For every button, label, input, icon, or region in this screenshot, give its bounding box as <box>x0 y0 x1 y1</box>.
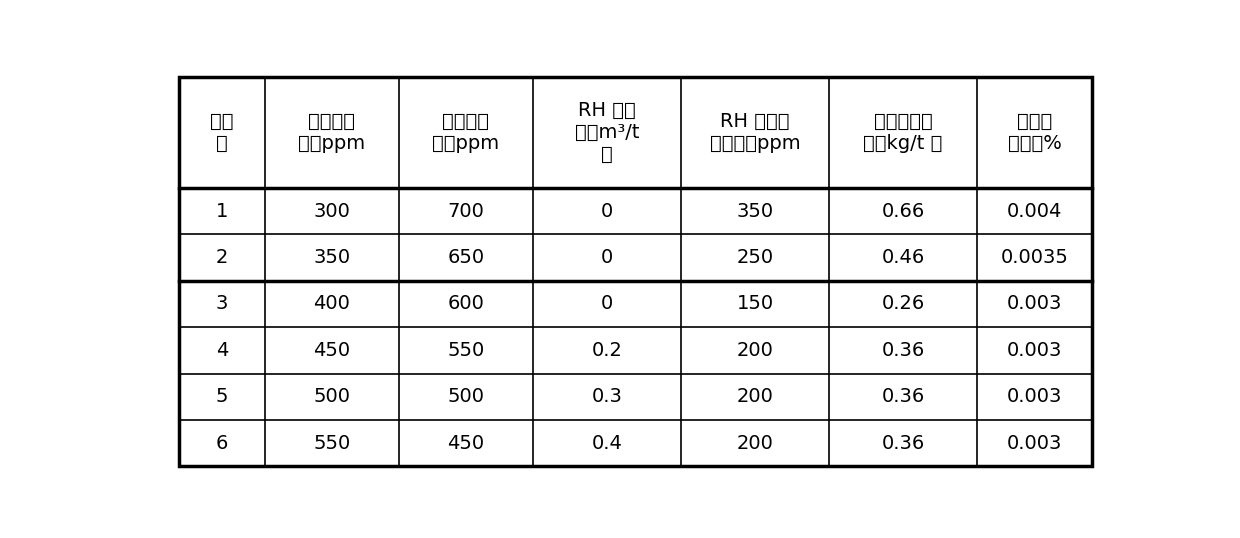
Text: 300: 300 <box>314 202 351 221</box>
Text: 0.36: 0.36 <box>882 387 925 406</box>
Text: 650: 650 <box>448 248 485 267</box>
Text: 200: 200 <box>737 387 774 406</box>
Text: 200: 200 <box>737 434 774 452</box>
Text: 500: 500 <box>448 387 485 406</box>
Text: 0.66: 0.66 <box>882 202 925 221</box>
Text: 6: 6 <box>216 434 228 452</box>
Text: RH 脱碳后
氧含量，ppm: RH 脱碳后 氧含量，ppm <box>709 112 800 153</box>
Text: 成品硅
含量，%: 成品硅 含量，% <box>1008 112 1061 153</box>
Text: 700: 700 <box>448 202 485 221</box>
Text: 0.003: 0.003 <box>1007 341 1063 360</box>
Text: 0.2: 0.2 <box>591 341 622 360</box>
Text: 350: 350 <box>314 248 351 267</box>
Text: 实施
例: 实施 例 <box>211 112 234 153</box>
Text: 400: 400 <box>314 294 351 314</box>
Text: 终脱氧加铝
量，kg/t 钢: 终脱氧加铝 量，kg/t 钢 <box>863 112 942 153</box>
Text: 0.46: 0.46 <box>882 248 925 267</box>
Text: 0.36: 0.36 <box>882 341 925 360</box>
Text: 0.003: 0.003 <box>1007 387 1063 406</box>
Text: 450: 450 <box>448 434 485 452</box>
Text: 0.003: 0.003 <box>1007 294 1063 314</box>
Text: 转炉终点
碳，ppm: 转炉终点 碳，ppm <box>299 112 366 153</box>
Text: 3: 3 <box>216 294 228 314</box>
Text: RH 吹氧
量，m³/t
钢: RH 吹氧 量，m³/t 钢 <box>574 101 639 164</box>
Text: 0.003: 0.003 <box>1007 434 1063 452</box>
Text: 2: 2 <box>216 248 228 267</box>
Text: 1: 1 <box>216 202 228 221</box>
Text: 4: 4 <box>216 341 228 360</box>
Text: 150: 150 <box>737 294 774 314</box>
Text: 0.36: 0.36 <box>882 434 925 452</box>
Text: 350: 350 <box>737 202 774 221</box>
Text: 0: 0 <box>600 202 613 221</box>
Text: 250: 250 <box>737 248 774 267</box>
Text: 550: 550 <box>448 341 485 360</box>
Text: 600: 600 <box>448 294 485 314</box>
Text: 0: 0 <box>600 294 613 314</box>
Text: 0.0035: 0.0035 <box>1001 248 1069 267</box>
Text: 0.3: 0.3 <box>591 387 622 406</box>
Text: 0.4: 0.4 <box>591 434 622 452</box>
Text: 转炉终点
氧，ppm: 转炉终点 氧，ppm <box>433 112 500 153</box>
Text: 0.004: 0.004 <box>1007 202 1063 221</box>
Text: 5: 5 <box>216 387 228 406</box>
Text: 500: 500 <box>314 387 351 406</box>
Text: 0.26: 0.26 <box>882 294 925 314</box>
Text: 200: 200 <box>737 341 774 360</box>
Text: 550: 550 <box>314 434 351 452</box>
Text: 450: 450 <box>314 341 351 360</box>
Text: 0: 0 <box>600 248 613 267</box>
